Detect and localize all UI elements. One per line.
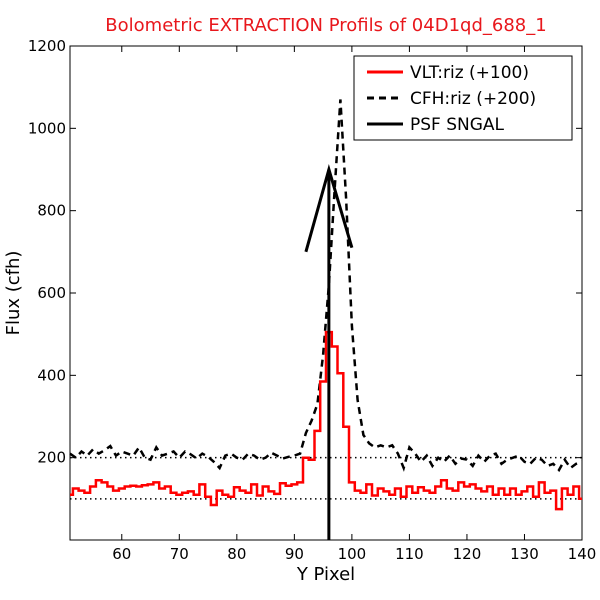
legend-label-cfh: CFH:riz (+200) (410, 89, 536, 109)
y-tick-label-800: 800 (37, 202, 66, 220)
legend: VLT:riz (+100) CFH:riz (+200) PSF SNGAL (353, 55, 573, 141)
x-tick-label-120: 120 (453, 545, 482, 563)
x-tick-label-140: 140 (568, 545, 597, 563)
series-layer (69, 99, 583, 511)
series-line-vlt (70, 330, 582, 511)
legend-label-vlt: VLT:riz (+100) (410, 63, 529, 83)
y-tick-label-1000: 1000 (28, 119, 66, 137)
y-tick-label-600: 600 (37, 284, 66, 302)
x-tick-label-90: 90 (285, 545, 304, 563)
y-tick-label-200: 200 (37, 449, 66, 467)
reference-lines (70, 456, 582, 500)
axis-ticks: 60 70 80 90 100 110 120 130 140 200 400 600 800 1000 1… (28, 37, 597, 563)
legend-label-psf: PSF SNGAL (410, 115, 505, 135)
x-axis-label: Y Pixel (296, 564, 355, 585)
y-tick-label-1200: 1200 (28, 37, 66, 55)
x-tick-label-100: 100 (338, 545, 367, 563)
x-tick-label-130: 130 (510, 545, 539, 563)
x-tick-label-60: 60 (112, 545, 131, 563)
series-line-cfh (69, 99, 583, 473)
psf-layer (304, 164, 354, 540)
legend-box (353, 55, 573, 141)
x-tick-label-70: 70 (170, 545, 189, 563)
y-axis-label: Flux (cfh) (3, 251, 24, 336)
chart-title: Bolometric EXTRACTION Profils of 04D1qd_… (105, 15, 546, 36)
x-tick-label-110: 110 (395, 545, 424, 563)
x-tick-label-80: 80 (227, 545, 246, 563)
y-tick-label-400: 400 (37, 366, 66, 384)
